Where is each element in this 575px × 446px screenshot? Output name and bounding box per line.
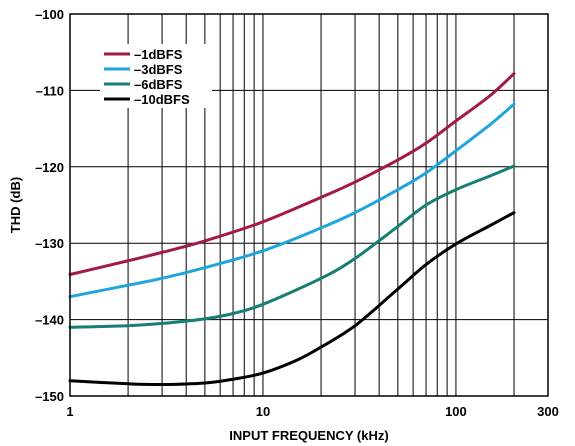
x-tick-label: 1 bbox=[66, 404, 73, 419]
y-tick-label: –140 bbox=[35, 313, 64, 328]
x-tick-label: 300 bbox=[537, 404, 559, 419]
y-tick-label: –110 bbox=[36, 83, 64, 98]
grid bbox=[70, 14, 548, 396]
tick-labels: 1 10 100 300 –100 –110 –120 –130 –140 –150 bbox=[35, 7, 559, 419]
series-line-2 bbox=[68, 102, 516, 299]
y-axis-title: THD (dB) bbox=[8, 177, 23, 233]
y-tick-label: –130 bbox=[35, 236, 64, 251]
legend-label: –10dBFS bbox=[134, 92, 190, 107]
series-line-4 bbox=[68, 211, 516, 387]
plot-frame bbox=[69, 13, 549, 397]
y-tick-label: –100 bbox=[35, 7, 64, 22]
y-tick-label: –150 bbox=[35, 389, 64, 404]
series-line-3 bbox=[68, 164, 516, 329]
legend-label: –1dBFS bbox=[134, 47, 183, 62]
legend-label: –6dBFS bbox=[134, 77, 183, 92]
legend-label: –3dBFS bbox=[134, 62, 183, 77]
x-axis-title: INPUT FREQUENCY (kHz) bbox=[229, 428, 388, 443]
x-tick-label: 10 bbox=[256, 404, 270, 419]
series-line-1 bbox=[68, 72, 516, 277]
legend: –1dBFS–3dBFS–6dBFS–10dBFS bbox=[100, 44, 212, 108]
series-lines bbox=[68, 72, 516, 387]
y-tick-label: –120 bbox=[35, 160, 64, 175]
x-tick-label: 100 bbox=[445, 404, 467, 419]
